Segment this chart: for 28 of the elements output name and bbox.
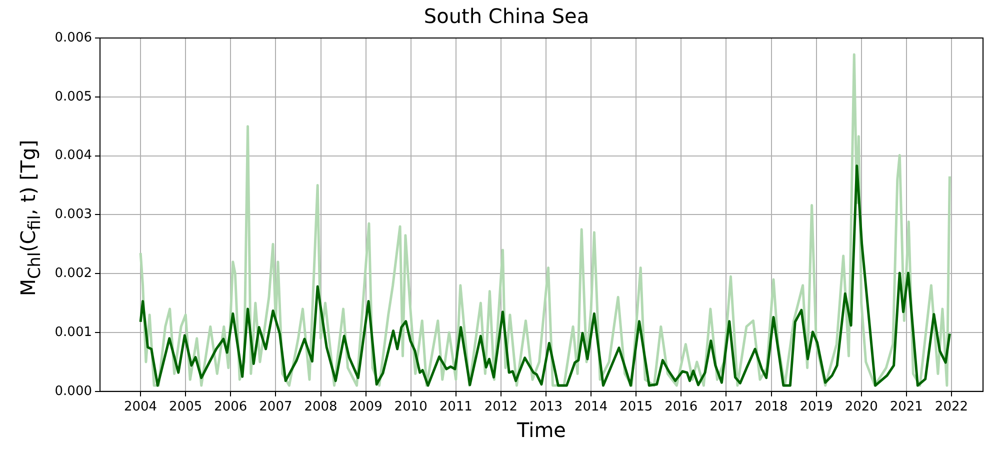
y-tick-label: 0.005 [54, 89, 92, 104]
y-tick-label: 0.004 [54, 148, 92, 164]
chart-title: South China Sea [424, 4, 590, 28]
y-tick-label: 0.001 [54, 324, 92, 340]
x-tick-label: 2016 [664, 400, 698, 415]
x-tick-label: 2009 [349, 400, 382, 415]
y-tick-label: 0.003 [54, 207, 92, 222]
x-tick-label: 2018 [754, 400, 788, 415]
x-tick-label: 2020 [844, 400, 878, 415]
x-tick-label: 2013 [529, 400, 563, 415]
x-tick-label: 2011 [439, 400, 472, 415]
x-tick-label: 2008 [304, 400, 338, 415]
x-tick-label: 2019 [800, 400, 833, 415]
y-tick-label: 0.000 [54, 384, 92, 399]
x-tick-label: 2022 [934, 400, 968, 415]
x-tick-label: 2006 [214, 400, 248, 415]
y-tick-label: 0.006 [54, 30, 92, 46]
x-tick-label: 2004 [124, 400, 158, 415]
x-tick-label: 2021 [890, 400, 923, 415]
x-tick-label: 2005 [169, 400, 202, 415]
x-tick-label: 2015 [620, 400, 653, 415]
x-tick-label: 2017 [710, 400, 743, 415]
x-tick-label: 2014 [574, 400, 608, 415]
y-tick-label: 0.002 [54, 266, 92, 281]
x-tick-label: 2010 [394, 400, 428, 415]
x-axis-title: Time [516, 418, 566, 442]
x-tick-label: 2007 [259, 400, 292, 415]
x-tick-label: 2012 [484, 400, 518, 415]
